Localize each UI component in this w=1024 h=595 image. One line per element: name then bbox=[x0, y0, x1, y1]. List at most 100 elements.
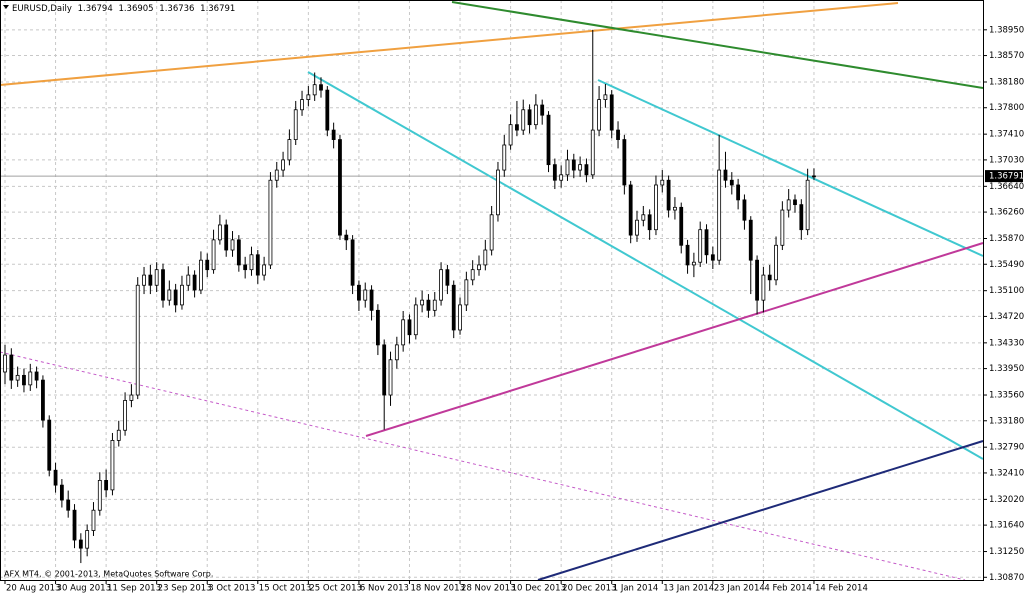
candle-body bbox=[154, 269, 159, 286]
candle-body bbox=[338, 139, 342, 236]
candle-body bbox=[774, 244, 778, 281]
y-tick-label: 1.34720 bbox=[989, 312, 1024, 322]
candle-body bbox=[597, 99, 601, 131]
candle-body bbox=[293, 109, 298, 140]
candle-body bbox=[578, 164, 583, 171]
candle-body bbox=[72, 509, 77, 541]
candle-body bbox=[3, 354, 7, 373]
candle-body bbox=[97, 479, 102, 511]
candle-body bbox=[647, 214, 652, 231]
y-tick-label: 1.32020 bbox=[989, 495, 1024, 505]
candle-body bbox=[110, 440, 115, 491]
candle-body bbox=[451, 284, 456, 331]
candle-body bbox=[470, 269, 475, 281]
candle-body bbox=[306, 94, 311, 101]
y-tick-label: 1.38570 bbox=[989, 51, 1024, 61]
chart-header: EURUSD,Daily 1.36794 1.36905 1.36736 1.3… bbox=[12, 4, 235, 14]
y-tick-label: 1.36260 bbox=[989, 208, 1024, 218]
y-tick-label: 1.31250 bbox=[989, 547, 1024, 557]
x-tick-label: 6 Nov 2013 bbox=[360, 584, 409, 594]
candle-body bbox=[496, 169, 500, 216]
footer-text: AFX MT4, © 2001-2013, MetaQuotes Softwar… bbox=[4, 570, 213, 579]
candle-body bbox=[319, 84, 323, 91]
candle-body bbox=[388, 359, 393, 396]
candle-body bbox=[458, 304, 462, 331]
candle-body bbox=[236, 239, 241, 266]
candle-body bbox=[432, 299, 437, 311]
chart-objects bbox=[0, 1, 984, 581]
candle-body bbox=[812, 175, 816, 178]
candle-body bbox=[641, 214, 646, 221]
candle-body bbox=[521, 109, 526, 131]
y-tick-label: 1.33180 bbox=[989, 416, 1024, 426]
x-tick-label: 3 Oct 2013 bbox=[208, 584, 255, 594]
y-tick-label: 1.37800 bbox=[989, 103, 1024, 113]
chart-title: EURUSD,Daily bbox=[12, 4, 72, 14]
candle-body bbox=[344, 234, 349, 241]
candle-body bbox=[331, 129, 336, 140]
x-tick-label: 10 Dec 2013 bbox=[512, 584, 566, 594]
x-tick-label: 30 Aug 2013 bbox=[57, 584, 111, 594]
candle-body bbox=[173, 289, 178, 306]
candle-body bbox=[66, 499, 71, 511]
candle-body bbox=[622, 139, 627, 186]
candle-body bbox=[780, 209, 785, 246]
candle-body bbox=[15, 374, 20, 381]
candle-body bbox=[413, 304, 418, 336]
candle-body bbox=[654, 184, 658, 231]
candle-body bbox=[559, 174, 564, 181]
candle-body bbox=[281, 159, 285, 171]
candle-body bbox=[369, 289, 374, 311]
candle-body bbox=[407, 319, 412, 336]
x-tick-label: 28 Nov 2013 bbox=[461, 584, 515, 594]
header-icon bbox=[3, 5, 9, 9]
candle-body bbox=[274, 169, 279, 181]
green-trendline bbox=[451, 1, 984, 89]
x-tick-label: 13 Jan 2014 bbox=[663, 584, 714, 594]
candle-body bbox=[710, 254, 715, 261]
candles bbox=[3, 29, 816, 564]
candle-body bbox=[135, 284, 140, 396]
candle-body bbox=[243, 264, 248, 271]
candle-body bbox=[755, 259, 759, 301]
candle-body bbox=[426, 299, 431, 311]
candle-body bbox=[255, 254, 260, 276]
header-open: 1.36794 bbox=[78, 4, 113, 14]
candle-body bbox=[546, 114, 551, 166]
y-tick-label: 1.32410 bbox=[989, 468, 1024, 478]
x-tick-label: 20 Aug 2013 bbox=[6, 584, 60, 594]
candle-body bbox=[635, 219, 639, 236]
candle-body bbox=[375, 309, 380, 346]
candle-body bbox=[628, 184, 633, 236]
y-tick-label: 1.32790 bbox=[989, 443, 1024, 453]
header-close: 1.36791 bbox=[200, 4, 235, 14]
candle-body bbox=[357, 284, 361, 301]
candle-body bbox=[540, 104, 545, 116]
magenta-trendline bbox=[365, 242, 984, 437]
header-low: 1.36736 bbox=[159, 4, 194, 14]
candle-body bbox=[41, 379, 45, 421]
candle-body bbox=[312, 84, 317, 96]
candle-body bbox=[104, 479, 109, 491]
candle-body bbox=[420, 299, 425, 306]
candle-body bbox=[224, 224, 229, 251]
x-tick-label: 25 Oct 2013 bbox=[309, 584, 362, 594]
candle-body bbox=[123, 400, 127, 431]
candle-body bbox=[47, 419, 52, 471]
candle-body bbox=[199, 259, 203, 291]
candle-body bbox=[527, 109, 532, 126]
candle-body bbox=[679, 206, 684, 246]
candle-body bbox=[464, 279, 469, 306]
candle-body bbox=[729, 179, 734, 186]
candle-body bbox=[394, 344, 399, 361]
candle-body bbox=[748, 219, 753, 261]
axes: 1.30870 1.31250 1.31640 1.32020 1.32410 1.327… bbox=[4, 25, 1024, 594]
candle-body bbox=[483, 249, 488, 266]
x-tick-label: 23 Jan 2014 bbox=[714, 584, 765, 594]
candle-body bbox=[22, 374, 26, 386]
x-tick-label: 4 Feb 2014 bbox=[764, 584, 812, 594]
header-high: 1.36905 bbox=[118, 4, 153, 14]
